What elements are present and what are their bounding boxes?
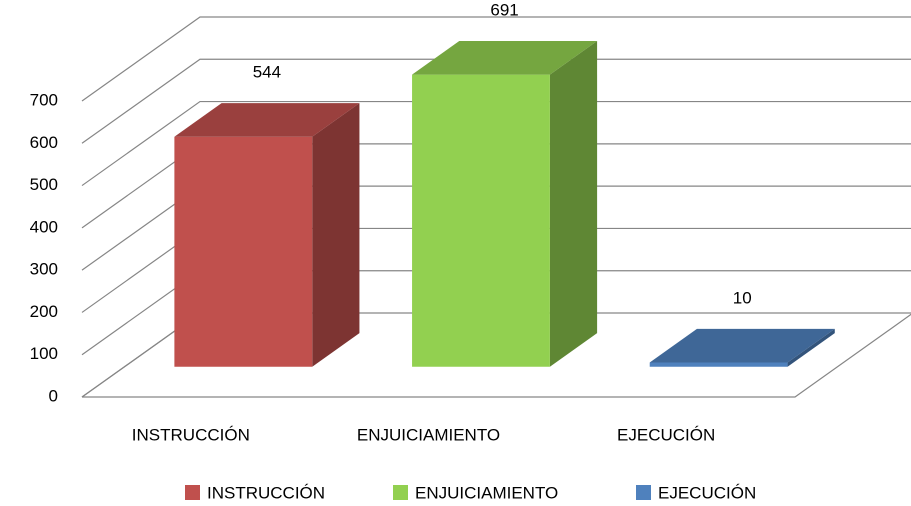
x-tick-label: ENJUICIAMIENTO	[357, 425, 500, 444]
bar-top	[649, 328, 835, 363]
bar-front	[174, 136, 313, 367]
bar-side	[549, 40, 598, 367]
y-tick-label: 100	[30, 344, 58, 363]
y-tick-label: 600	[30, 133, 58, 152]
grid-line	[81, 58, 911, 144]
bar-side	[787, 328, 835, 367]
x-tick-label: EJECUCIÓN	[617, 425, 715, 444]
legend-label: ENJUICIAMIENTO	[415, 483, 558, 502]
x-tick-label: INSTRUCCIÓN	[132, 425, 250, 444]
y-tick-label: 300	[30, 260, 58, 279]
value-label: 10	[733, 288, 752, 307]
grid-line	[81, 100, 911, 187]
legend-label: EJECUCIÓN	[658, 483, 756, 502]
bar-front	[649, 362, 788, 367]
bar-top	[412, 40, 598, 75]
y-tick-label: 700	[30, 90, 58, 109]
y-tick-label: 500	[30, 175, 58, 194]
value-label: 544	[253, 63, 281, 82]
value-label: 691	[490, 0, 518, 19]
y-tick-label: 0	[49, 386, 58, 405]
legend-swatch	[393, 485, 408, 500]
grid-line	[81, 16, 911, 102]
bar-top	[174, 103, 360, 137]
y-tick-label: 200	[30, 302, 58, 321]
bar	[174, 103, 360, 367]
legend-swatch	[185, 485, 200, 500]
y-tick-label: 400	[30, 217, 58, 236]
bar-front	[412, 74, 550, 367]
bar	[412, 40, 598, 367]
legend-swatch	[636, 485, 651, 500]
bar	[649, 328, 835, 367]
legend-label: INSTRUCCIÓN	[207, 483, 325, 502]
bar-side	[312, 103, 360, 367]
